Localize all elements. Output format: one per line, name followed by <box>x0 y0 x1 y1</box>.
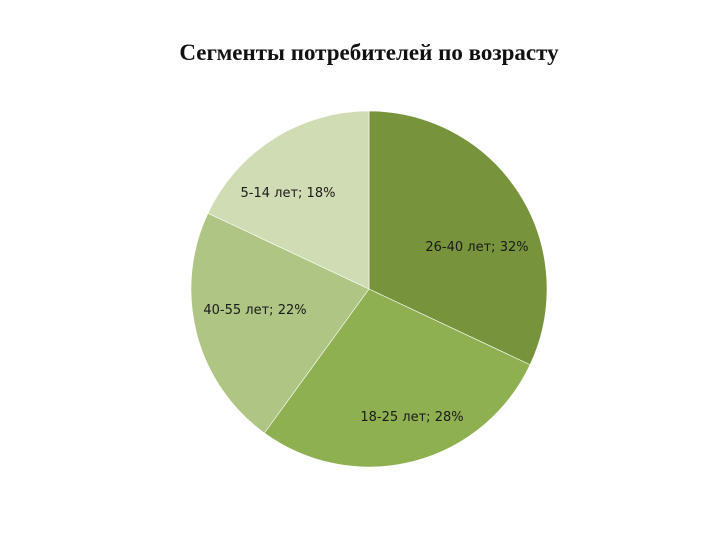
pie-slice-1 <box>368 110 548 366</box>
pie-slices <box>190 110 548 468</box>
chart-title: Сегменты потребителей по возрасту <box>179 40 559 65</box>
slice-label-2: 18-25 лет; 28% <box>360 410 463 425</box>
slice-label-3: 40-55 лет; 22% <box>203 303 306 318</box>
pie-slice-2 <box>263 288 531 468</box>
slice-label-1: 26-40 лет; 32% <box>425 240 528 255</box>
pie-slice-4 <box>207 110 370 290</box>
slice-label-4: 5-14 лет; 18% <box>241 186 336 201</box>
pie-labels: 26-40 лет; 32% 18-25 лет; 28% 40-55 лет; 2… <box>203 186 528 425</box>
